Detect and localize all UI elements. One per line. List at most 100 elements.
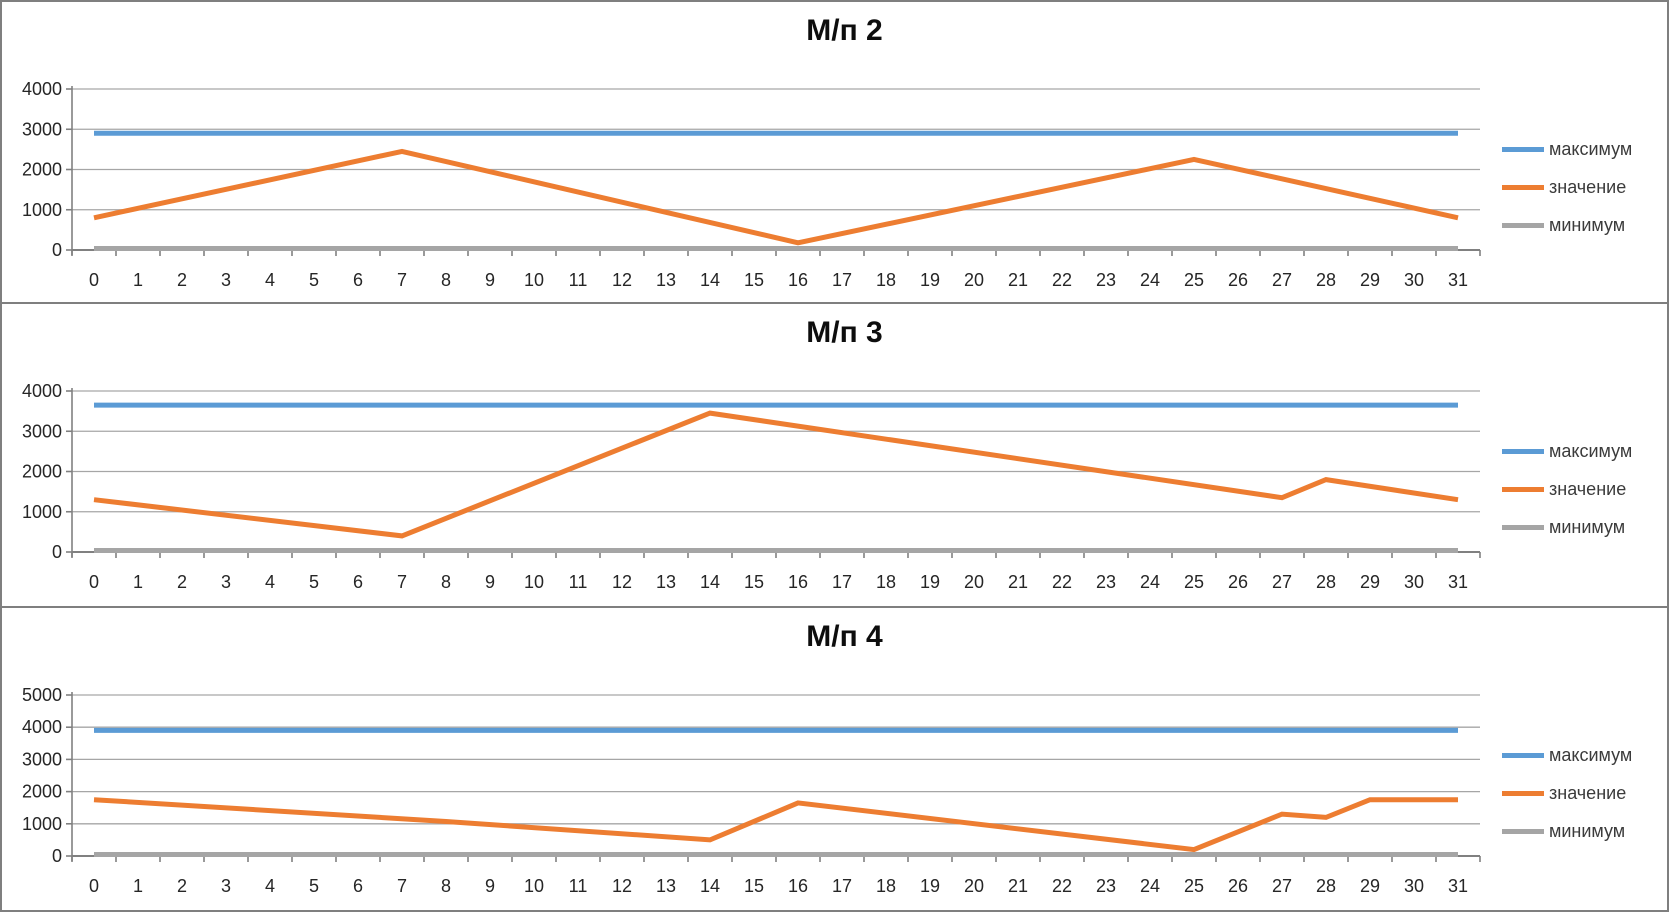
legend-item-value[interactable]: значение	[1502, 168, 1664, 206]
svg-text:16: 16	[788, 876, 808, 896]
svg-text:1000: 1000	[22, 814, 62, 834]
chart-panel-mp3[interactable]: М/п 3 0 1000 2000 3000 4000 0 1 2 3 4 5 6 7 8 9 10 11 12 1…	[0, 302, 1669, 608]
svg-text:23: 23	[1096, 876, 1116, 896]
svg-text:28: 28	[1316, 572, 1336, 592]
chart-title: М/п 3	[806, 316, 883, 349]
svg-text:15: 15	[744, 876, 764, 896]
svg-text:14: 14	[700, 270, 720, 290]
svg-text:30: 30	[1404, 876, 1424, 896]
svg-text:14: 14	[700, 572, 720, 592]
svg-text:6: 6	[353, 876, 363, 896]
svg-text:20: 20	[964, 270, 984, 290]
svg-text:0: 0	[89, 270, 99, 290]
legend-item-minimum[interactable]: минимум	[1502, 508, 1664, 546]
svg-text:1000: 1000	[22, 200, 62, 220]
svg-text:24: 24	[1140, 572, 1160, 592]
svg-text:4: 4	[265, 876, 275, 896]
svg-text:9: 9	[485, 876, 495, 896]
svg-text:18: 18	[876, 876, 896, 896]
svg-text:9: 9	[485, 270, 495, 290]
svg-text:2000: 2000	[22, 462, 62, 482]
svg-text:5: 5	[309, 572, 319, 592]
svg-text:0: 0	[52, 240, 62, 260]
svg-text:3000: 3000	[22, 749, 62, 769]
svg-text:26: 26	[1228, 572, 1248, 592]
svg-text:17: 17	[832, 876, 852, 896]
svg-text:3: 3	[221, 876, 231, 896]
svg-text:29: 29	[1360, 572, 1380, 592]
legend-line-swatch-minimum	[1502, 222, 1544, 228]
legend-item-minimum[interactable]: минимум	[1502, 812, 1664, 850]
svg-text:0: 0	[89, 876, 99, 896]
svg-text:26: 26	[1228, 876, 1248, 896]
svg-text:28: 28	[1316, 270, 1336, 290]
svg-text:5: 5	[309, 270, 319, 290]
svg-text:1000: 1000	[22, 502, 62, 522]
svg-text:22: 22	[1052, 572, 1072, 592]
svg-text:30: 30	[1404, 270, 1424, 290]
svg-text:7: 7	[397, 876, 407, 896]
svg-text:20: 20	[964, 572, 984, 592]
legend-label: минимум	[1549, 214, 1626, 235]
legend-label: минимум	[1549, 516, 1626, 537]
chart-panel-mp4[interactable]: М/п 4 0 1000 2000 3000 4000 5000 0 1 2 3 4 5 6 7 8 9 10 1…	[0, 606, 1669, 912]
svg-text:3: 3	[221, 572, 231, 592]
chart-panel-mp2[interactable]: М/п 2 0 1000 2000 3000 4000 0 1 2 3 4 5 6 7 8 9 10 11 12 1…	[0, 0, 1669, 304]
legend-item-value[interactable]: значение	[1502, 774, 1664, 812]
legend-item-maximum[interactable]: максимум	[1502, 432, 1664, 470]
svg-text:16: 16	[788, 270, 808, 290]
svg-text:20: 20	[964, 876, 984, 896]
svg-text:26: 26	[1228, 270, 1248, 290]
legend-line-swatch-maximum	[1502, 752, 1544, 758]
legend-item-maximum[interactable]: максимум	[1502, 130, 1664, 168]
legend-label: максимум	[1549, 744, 1633, 765]
svg-text:4: 4	[265, 572, 275, 592]
svg-text:9: 9	[485, 572, 495, 592]
svg-text:12: 12	[612, 876, 632, 896]
svg-text:0: 0	[52, 542, 62, 562]
svg-text:21: 21	[1008, 572, 1028, 592]
legend-item-maximum[interactable]: максимум	[1502, 736, 1664, 774]
svg-text:13: 13	[656, 270, 676, 290]
svg-text:3000: 3000	[22, 421, 62, 441]
svg-text:22: 22	[1052, 876, 1072, 896]
svg-text:24: 24	[1140, 876, 1160, 896]
svg-text:30: 30	[1404, 572, 1424, 592]
svg-text:8: 8	[441, 572, 451, 592]
svg-text:2: 2	[177, 876, 187, 896]
svg-text:21: 21	[1008, 270, 1028, 290]
svg-text:18: 18	[876, 270, 896, 290]
svg-text:24: 24	[1140, 270, 1160, 290]
svg-text:6: 6	[353, 270, 363, 290]
svg-text:19: 19	[920, 270, 940, 290]
svg-text:17: 17	[832, 572, 852, 592]
svg-text:28: 28	[1316, 876, 1336, 896]
svg-text:27: 27	[1272, 572, 1292, 592]
svg-text:3000: 3000	[22, 119, 62, 139]
svg-text:10: 10	[524, 572, 544, 592]
legend-label: минимум	[1549, 820, 1626, 841]
legend-label: значение	[1549, 782, 1627, 803]
legend: максимум значение минимум	[1502, 130, 1664, 244]
svg-text:23: 23	[1096, 270, 1116, 290]
svg-text:21: 21	[1008, 876, 1028, 896]
svg-text:3: 3	[221, 270, 231, 290]
svg-text:11: 11	[569, 270, 588, 290]
svg-text:2: 2	[177, 270, 187, 290]
legend-item-minimum[interactable]: минимум	[1502, 206, 1664, 244]
svg-text:31: 31	[1448, 876, 1468, 896]
svg-text:6: 6	[353, 572, 363, 592]
svg-text:12: 12	[612, 270, 632, 290]
svg-text:25: 25	[1184, 270, 1204, 290]
svg-text:25: 25	[1184, 876, 1204, 896]
svg-text:19: 19	[920, 876, 940, 896]
svg-text:17: 17	[832, 270, 852, 290]
svg-text:4000: 4000	[22, 79, 62, 99]
svg-text:15: 15	[744, 270, 764, 290]
legend-label: значение	[1549, 176, 1627, 197]
legend-item-value[interactable]: значение	[1502, 470, 1664, 508]
svg-text:13: 13	[656, 572, 676, 592]
